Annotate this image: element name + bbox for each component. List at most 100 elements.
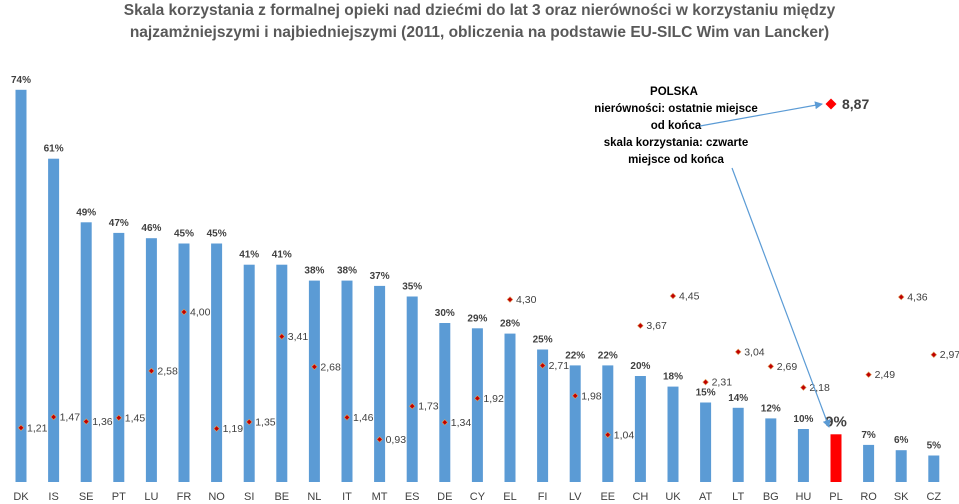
bar-ee bbox=[602, 365, 614, 482]
bar-label-uk: 18% bbox=[663, 372, 683, 383]
bar-label-pl: 9% bbox=[825, 413, 847, 430]
point-label-dk: 1,21 bbox=[27, 422, 48, 434]
point-label-de: 1,34 bbox=[451, 417, 472, 429]
point-lt bbox=[734, 348, 742, 356]
category-label-lt: LT bbox=[732, 491, 744, 503]
bar-label-bg: 12% bbox=[761, 403, 781, 414]
bar-ch bbox=[634, 376, 646, 482]
bar-el bbox=[504, 333, 516, 482]
points-group bbox=[17, 98, 938, 443]
annotation-line-3: od końca bbox=[651, 120, 702, 132]
bar-label-nl: 38% bbox=[304, 266, 324, 277]
category-label-nl: NL bbox=[307, 491, 321, 503]
category-label-at: AT bbox=[699, 491, 713, 503]
point-no bbox=[213, 425, 220, 432]
bar-label-ch: 20% bbox=[630, 361, 650, 372]
category-label-lv: LV bbox=[569, 491, 582, 503]
bar-fr bbox=[178, 243, 190, 482]
polska-annotation: POLSKA nierówności: ostatnie miejsce od ko… bbox=[594, 86, 831, 428]
bar-si bbox=[243, 264, 255, 482]
point-lu bbox=[148, 367, 155, 375]
category-label-de: DE bbox=[437, 491, 452, 503]
point-label-it: 1,46 bbox=[353, 412, 374, 424]
bar-label-is: 61% bbox=[44, 144, 64, 155]
category-labels-group: DK IS SE PT LU FR NO SI BE NL IT MT ES DE CY EL FI LV EE CH… bbox=[13, 491, 941, 503]
bar-lv bbox=[569, 365, 581, 482]
point-label-el: 4,30 bbox=[516, 294, 537, 306]
bar-label-hu: 10% bbox=[793, 414, 813, 425]
category-label-fi: FI bbox=[538, 491, 548, 503]
bar-uk bbox=[667, 386, 679, 482]
point-sk bbox=[897, 293, 905, 301]
category-label-ee: EE bbox=[600, 491, 615, 503]
category-label-cy: CY bbox=[470, 491, 486, 503]
bar-label-sk: 6% bbox=[894, 435, 909, 446]
point-es bbox=[408, 402, 416, 410]
point-lv bbox=[571, 392, 579, 400]
point-dk bbox=[17, 424, 25, 432]
category-label-ro: RO bbox=[860, 491, 877, 503]
category-label-fr: FR bbox=[177, 491, 192, 503]
point-label-cy: 1,92 bbox=[483, 393, 504, 405]
point-label-fi: 2,71 bbox=[549, 360, 570, 372]
point-at bbox=[702, 378, 709, 386]
bar-label-si: 41% bbox=[239, 250, 259, 261]
bar-label-pt: 47% bbox=[109, 218, 129, 229]
category-label-ch: CH bbox=[632, 491, 648, 503]
category-label-it: IT bbox=[342, 491, 352, 503]
point-label-lv: 1,98 bbox=[581, 390, 602, 402]
bar-label-at: 15% bbox=[696, 388, 716, 399]
bar-fi bbox=[537, 349, 549, 482]
point-pt bbox=[115, 414, 123, 422]
category-label-mt: MT bbox=[372, 491, 388, 503]
bar-label-dk: 74% bbox=[11, 75, 31, 86]
bar-label-fi: 25% bbox=[533, 335, 553, 346]
bar-sk bbox=[895, 450, 907, 482]
bar-label-lv: 22% bbox=[565, 350, 585, 361]
category-label-se: SE bbox=[79, 491, 94, 503]
point-label-si: 1,35 bbox=[255, 416, 276, 428]
bar-nl bbox=[308, 280, 320, 482]
point-label-uk: 4,45 bbox=[679, 291, 700, 303]
point-nl bbox=[311, 363, 318, 371]
bar-lt bbox=[732, 407, 744, 482]
category-label-sk: SK bbox=[894, 491, 909, 503]
category-label-no: NO bbox=[208, 491, 225, 503]
point-se bbox=[82, 418, 90, 425]
bar-label-no: 45% bbox=[207, 229, 227, 240]
point-label-es: 1,73 bbox=[418, 401, 439, 413]
bar-pl bbox=[830, 434, 842, 482]
point-cz bbox=[930, 351, 938, 358]
category-label-be: BE bbox=[274, 491, 289, 503]
bar-label-lu: 46% bbox=[141, 223, 161, 234]
category-label-bg: BG bbox=[763, 491, 779, 503]
point-it bbox=[343, 414, 351, 421]
bar-cy bbox=[471, 328, 483, 482]
bars-group bbox=[15, 89, 940, 483]
chart-title-line-1: Skala korzystania z formalnej opieki nad… bbox=[123, 2, 836, 19]
point-label-at: 2,31 bbox=[712, 377, 733, 389]
bar-ro bbox=[863, 444, 875, 482]
bar-no bbox=[211, 243, 223, 482]
bar-labels-group: 74% 61% 49% 47% 46% 45% 45% 41% 41% 38% 38% 37% 35% 3… bbox=[11, 75, 941, 452]
point-label-mt: 0,93 bbox=[386, 434, 407, 446]
point-is bbox=[50, 413, 57, 421]
bar-label-cy: 29% bbox=[467, 313, 487, 324]
point-label-ee: 1,04 bbox=[614, 429, 635, 441]
category-label-es: ES bbox=[405, 491, 420, 503]
bar-lu bbox=[145, 238, 157, 482]
annotation-line-2: nierówności: ostatnie miejsce bbox=[594, 103, 758, 115]
category-label-cz: CZ bbox=[926, 491, 941, 503]
bar-label-es: 35% bbox=[402, 282, 422, 293]
annotation-line-1: POLSKA bbox=[650, 86, 698, 98]
bar-label-fr: 45% bbox=[174, 229, 194, 240]
chart-title-line-2: najzamżniejszymi i najbiedniejszymi (201… bbox=[129, 24, 830, 41]
point-fr bbox=[180, 308, 188, 316]
bar-it bbox=[341, 280, 353, 482]
bar-label-ro: 7% bbox=[861, 430, 876, 441]
point-mt bbox=[376, 436, 383, 443]
point-uk bbox=[669, 292, 677, 300]
point-labels-group: 1,21 1,47 1,36 1,45 2,58 4,00 1,19 1,35 3,41 2,68… bbox=[27, 96, 959, 446]
bar-be bbox=[276, 264, 288, 482]
